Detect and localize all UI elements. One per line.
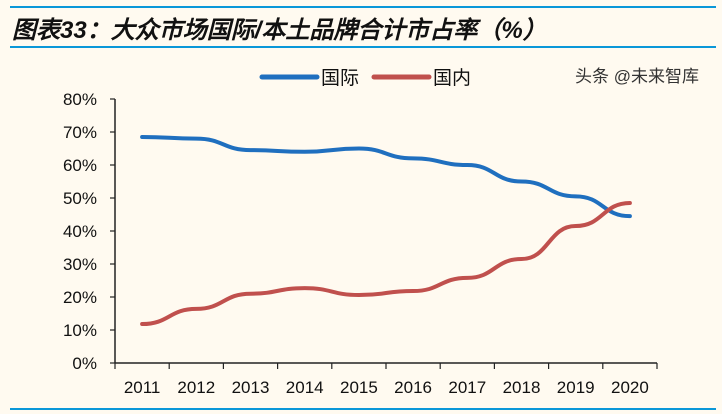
y-tick-label: 20% [63,288,97,307]
y-tick-label: 0% [72,354,97,373]
x-tick-label: 2013 [232,378,270,397]
series-line-0 [140,134,632,219]
x-tick-label: 2020 [611,378,649,397]
chart-title: 图表33：大众市场国际/本土品牌合计市占率（%） [12,17,547,44]
y-tick-label: 60% [63,156,97,175]
y-tick-label: 40% [63,222,97,241]
title-top-rule [10,6,716,8]
y-tick-label: 30% [63,255,97,274]
x-tick-label: 2014 [286,378,324,397]
x-tick-label: 2019 [557,378,595,397]
y-tick-label: 50% [63,189,97,208]
x-tick-label: 2016 [394,378,432,397]
x-tick-label: 2011 [124,378,161,397]
y-tick-label: 80% [63,90,97,109]
watermark: 头条 @未来智库 [575,67,699,86]
x-tick-label: 2015 [340,378,378,397]
y-tick-label: 10% [63,321,97,340]
footer-rule [10,408,716,410]
x-tick-label: 2017 [448,378,486,397]
x-tick-label: 2018 [503,378,541,397]
title-bottom-rule [10,46,716,48]
x-tick-label: 2012 [177,378,215,397]
legend-label-0: 国际 [321,67,359,89]
legend-label-1: 国内 [433,67,471,89]
series-line-1 [140,200,632,327]
y-tick-label: 70% [63,123,97,142]
